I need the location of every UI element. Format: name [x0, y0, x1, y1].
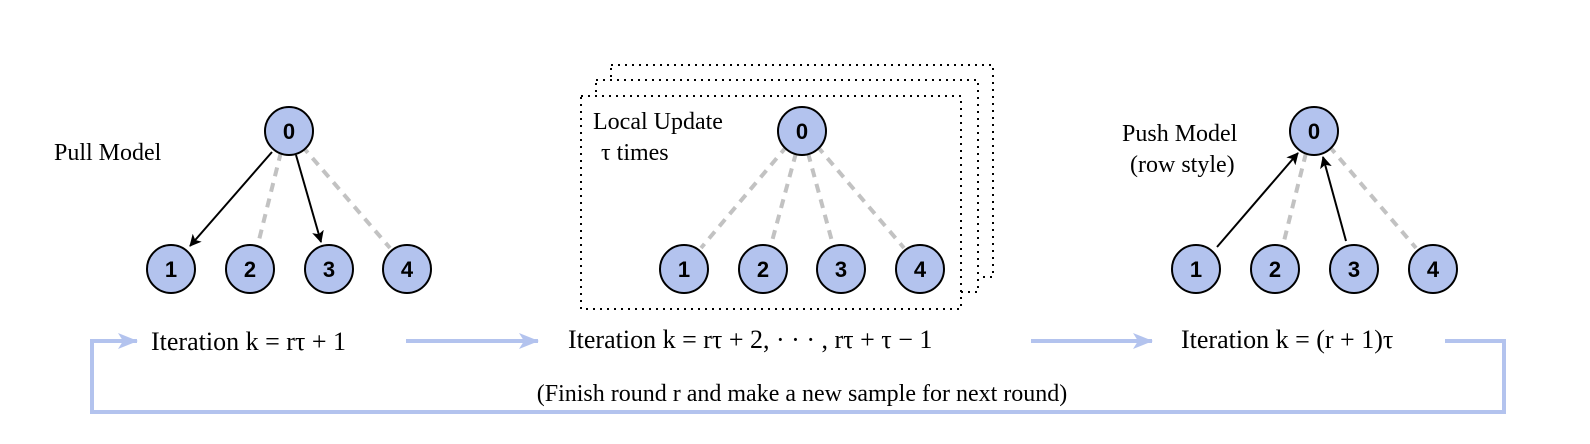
- local-node-2-label: 2: [757, 257, 769, 282]
- footer-caption: (Finish round r and make a new sample fo…: [537, 381, 1068, 407]
- local-node-1-label: 1: [678, 257, 690, 282]
- pull-model-title: Pull Model: [54, 140, 162, 166]
- local-update-title: Local Update: [593, 109, 723, 135]
- local-node-4-label: 4: [914, 257, 927, 282]
- push-arrow-3-0: [1320, 156, 1347, 242]
- pull-node-4-label: 4: [401, 257, 414, 282]
- push-model-subtitle: (row style): [1130, 152, 1235, 178]
- push-node-4: 4: [1408, 244, 1458, 294]
- local-edge-0-1: [699, 144, 789, 250]
- local-node-1: 1: [659, 244, 709, 294]
- pull-arrow-0-1: [189, 151, 273, 247]
- pull-iteration-label: Iteration k = rτ + 1: [151, 327, 346, 356]
- local-node-3: 3: [816, 244, 866, 294]
- push-node-1: 1: [1171, 244, 1221, 294]
- pull-node-1: 1: [146, 244, 196, 294]
- pull-node-3: 3: [304, 244, 354, 294]
- pull-node-4: 4: [382, 244, 432, 294]
- flow-loop-back-arrow: [90, 333, 1506, 414]
- push-model-panel: Push Model (row style) 0 1 2 3 4 Iterati…: [1122, 106, 1458, 354]
- pull-node-2-label: 2: [244, 257, 256, 282]
- local-node-2: 2: [738, 244, 788, 294]
- local-update-times: τ times: [601, 140, 669, 166]
- push-edge-0-4: [1327, 144, 1418, 250]
- push-node-4-label: 4: [1427, 257, 1440, 282]
- pull-edge-0-2: [256, 151, 283, 245]
- pull-node-0-label: 0: [283, 119, 295, 144]
- local-node-0: 0: [777, 106, 827, 156]
- push-node-0-label: 0: [1308, 119, 1320, 144]
- push-node-1-label: 1: [1190, 257, 1202, 282]
- pull-node-1-label: 1: [165, 257, 177, 282]
- local-iteration-label: Iteration k = rτ + 2, · · · , rτ + τ − 1: [568, 325, 932, 354]
- pull-arrow-0-3: [295, 154, 324, 243]
- push-node-3: 3: [1329, 244, 1379, 294]
- local-edge-0-4: [815, 144, 906, 250]
- push-node-0: 0: [1289, 106, 1339, 156]
- pull-node-2: 2: [225, 244, 275, 294]
- push-node-3-label: 3: [1348, 257, 1360, 282]
- push-iteration-label: Iteration k = (r + 1)τ: [1181, 325, 1393, 354]
- pull-edge-0-4: [300, 144, 392, 250]
- pull-node-3-label: 3: [323, 257, 335, 282]
- push-node-2: 2: [1250, 244, 1300, 294]
- local-node-3-label: 3: [835, 257, 847, 282]
- local-node-0-label: 0: [796, 119, 808, 144]
- local-node-4: 4: [895, 244, 945, 294]
- local-update-panel: Local Update τ times 0 1 2 3 4 Iteration…: [568, 64, 994, 354]
- pull-model-panel: Pull Model 0 1 2 3 4 Iteration k = rτ + …: [54, 106, 432, 356]
- push-arrow-1-0: [1216, 152, 1299, 248]
- push-model-title: Push Model: [1122, 121, 1238, 147]
- push-node-2-label: 2: [1269, 257, 1281, 282]
- pull-node-0: 0: [264, 106, 314, 156]
